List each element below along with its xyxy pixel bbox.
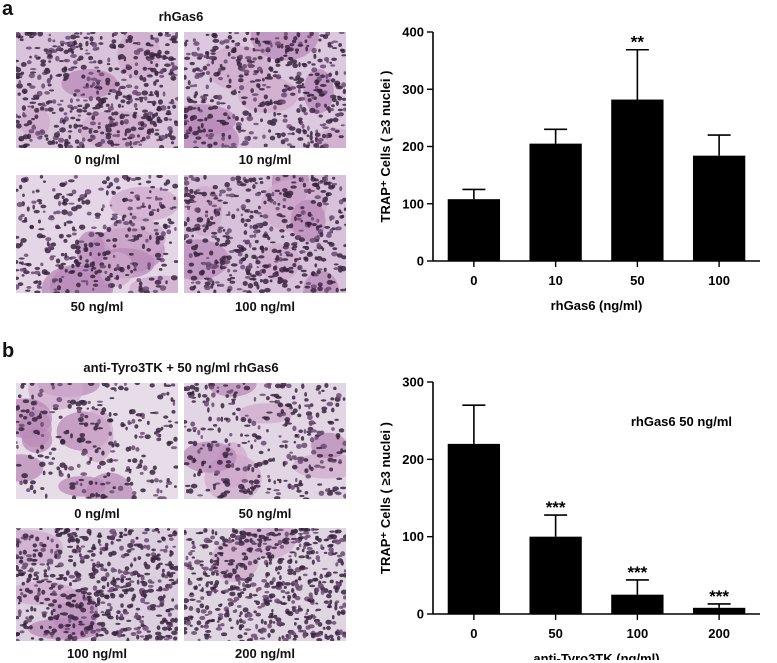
y-tick-label: 100 — [402, 196, 424, 211]
significance-mark: ** — [631, 33, 645, 52]
micrograph-a-100 — [184, 175, 346, 293]
bar — [447, 199, 501, 261]
y-tick-label: 0 — [417, 254, 424, 269]
x-axis-label: anti-Tyro3TK (ng/ml) — [533, 651, 659, 660]
bar-chart-anti-tyro3tk: 0 100 200 300 0 50 *** 100 *** 200 *** anti-Tyro3TK… — [378, 375, 760, 660]
micrograph-b-200 — [184, 528, 346, 641]
significance-mark: *** — [627, 563, 647, 582]
micrograph-b-0 — [16, 383, 178, 499]
y-tick-label: 100 — [402, 529, 424, 544]
bar — [611, 594, 664, 614]
x-tick-label: 100 — [627, 626, 649, 641]
micrograph-label: 10 ng/ml — [238, 152, 292, 167]
panel-letter-b: b — [2, 340, 15, 362]
y-tick-label: 0 — [417, 607, 424, 622]
y-tick-label: 200 — [402, 452, 424, 467]
micrograph-label: 0 ng/ml — [74, 506, 120, 521]
significance-mark: *** — [546, 498, 566, 517]
micrograph-label: 100 ng/ml — [67, 646, 127, 661]
micrograph-a-10 — [184, 32, 346, 148]
panel-letter-a: a — [2, 0, 14, 20]
y-tick-label: 300 — [402, 375, 424, 390]
micrograph-b-50 — [184, 383, 346, 499]
micrograph-label: 50 ng/ml — [70, 299, 124, 314]
y-axis-label: TRAP⁺ Cells ( ≥3 nuclei ) — [378, 422, 393, 574]
x-tick-label: 0 — [470, 626, 477, 641]
x-tick-label: 50 — [630, 273, 644, 288]
y-axis-label: TRAP⁺ Cells ( ≥3 nuclei ) — [378, 71, 393, 223]
x-tick-label: 100 — [708, 273, 730, 288]
micrograph-b-100 — [16, 528, 178, 641]
chart-annotation: rhGas6 50 ng/ml — [631, 414, 732, 429]
bar — [611, 99, 664, 262]
micrograph-label: 100 ng/ml — [235, 299, 295, 314]
panel-b-title: anti-Tyro3TK + 50 ng/ml rhGas6 — [83, 360, 279, 375]
micrograph-a-0 — [16, 32, 178, 148]
bar — [529, 143, 582, 261]
bar — [447, 443, 501, 614]
bar-chart-rhgas6: 0 100 200 300 400 0 10 50 ** 100 rhGas6 (ng/ml) TRA… — [378, 25, 760, 313]
y-tick-label: 200 — [402, 139, 424, 154]
micrograph-label: 200 ng/ml — [235, 646, 295, 661]
y-tick-label: 400 — [402, 25, 424, 40]
bar — [692, 155, 746, 261]
bar — [529, 536, 582, 614]
micrograph-label: 0 ng/ml — [74, 152, 120, 167]
significance-mark: *** — [709, 587, 729, 606]
x-tick-label: 200 — [708, 626, 730, 641]
x-axis-label: rhGas6 (ng/ml) — [551, 298, 643, 313]
x-tick-label: 0 — [470, 273, 477, 288]
x-tick-label: 10 — [548, 273, 562, 288]
y-tick-label: 300 — [402, 82, 424, 97]
panel-a-title: rhGas6 — [158, 9, 204, 24]
bar — [692, 607, 746, 614]
x-tick-label: 50 — [548, 626, 562, 641]
micrograph-label: 50 ng/ml — [238, 506, 292, 521]
micrograph-a-50 — [16, 175, 178, 293]
